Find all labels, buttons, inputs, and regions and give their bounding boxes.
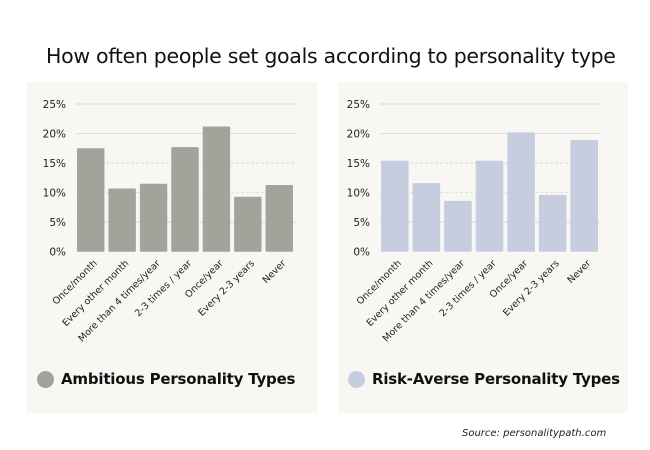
bar xyxy=(475,160,504,252)
risk-averse-legend: Risk-Averse Personality Types xyxy=(348,370,620,388)
x-tick-label: 2-3 times / year xyxy=(438,258,499,319)
bar xyxy=(108,188,136,252)
ambitious-legend: Ambitious Personality Types xyxy=(37,370,295,388)
x-tick-label: 2-3 times / year xyxy=(133,258,194,319)
y-tick-label: 20% xyxy=(347,129,370,141)
y-tick-label: 25% xyxy=(347,99,370,111)
bar xyxy=(412,183,441,252)
bar xyxy=(381,160,409,252)
chart-title: How often people set goals according to … xyxy=(46,44,616,68)
x-tick-label: Every 2-3 years xyxy=(501,258,562,319)
source-note: Source: personalitypath.com xyxy=(462,428,607,439)
bar xyxy=(171,147,199,252)
ambitious-legend-label: Ambitious Personality Types xyxy=(61,370,296,388)
y-tick-label: 0% xyxy=(353,247,370,259)
bar xyxy=(77,148,105,252)
bar xyxy=(570,140,598,252)
risk-averse-chart-panel: 0% 5% 10% 15% 20% 25% Once/month Every other mo… xyxy=(338,82,628,413)
bar xyxy=(538,194,567,252)
y-tick-label: 25% xyxy=(43,99,66,111)
y-tick-label: 0% xyxy=(49,247,66,259)
y-tick-label: 5% xyxy=(353,217,370,229)
risk-averse-legend-swatch xyxy=(348,370,365,388)
y-tick-label: 10% xyxy=(43,188,66,200)
y-tick-label: 20% xyxy=(43,129,66,141)
bar xyxy=(234,196,262,252)
bar xyxy=(265,184,293,252)
bar xyxy=(444,200,472,252)
y-tick-label: 5% xyxy=(49,217,66,229)
ambitious-chart-panel: 0% 5% 10% 15% 20% 25% Once/month Every other mo… xyxy=(27,82,317,413)
y-tick-label: 15% xyxy=(347,158,370,170)
risk-averse-legend-label: Risk-Averse Personality Types xyxy=(372,370,620,388)
bar xyxy=(202,126,231,252)
y-tick-label: 10% xyxy=(347,188,370,200)
x-tick-label: Every 2-3 years xyxy=(196,258,257,319)
y-tick-label: 15% xyxy=(43,158,66,170)
x-tick-label: Never xyxy=(261,258,289,286)
bar xyxy=(507,132,535,252)
x-tick-label: Never xyxy=(566,258,594,286)
ambitious-legend-swatch xyxy=(37,370,54,388)
bar xyxy=(139,183,168,252)
